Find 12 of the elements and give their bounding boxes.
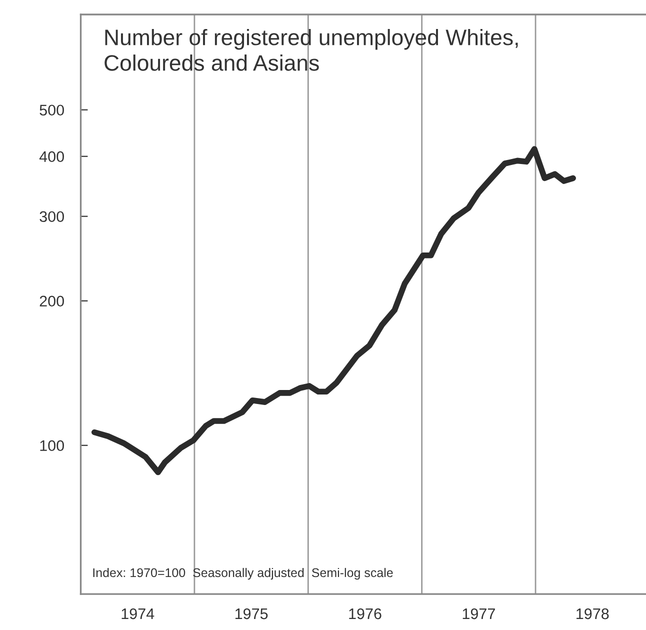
y-tick-label: 400	[39, 151, 64, 162]
y-tick-label: 300	[40, 211, 64, 222]
annotation: Index: 1970=100 Seasonally adjusted Semi-log scale	[93, 568, 393, 580]
x-tick-label: 1974	[122, 608, 154, 620]
y-tick-label: 200	[40, 296, 64, 307]
x-tick-label: 1978	[576, 608, 609, 620]
y-tick-label: 100	[40, 440, 64, 452]
x-tick-label: 1976	[349, 608, 382, 620]
y-tick-label: 500	[40, 104, 64, 116]
text: Number of registered unemployed Whites, Coloureds and Asians	[104, 28, 518, 71]
x-tick-label: 1975	[235, 608, 268, 620]
x-tick-label: 1977	[462, 608, 495, 620]
